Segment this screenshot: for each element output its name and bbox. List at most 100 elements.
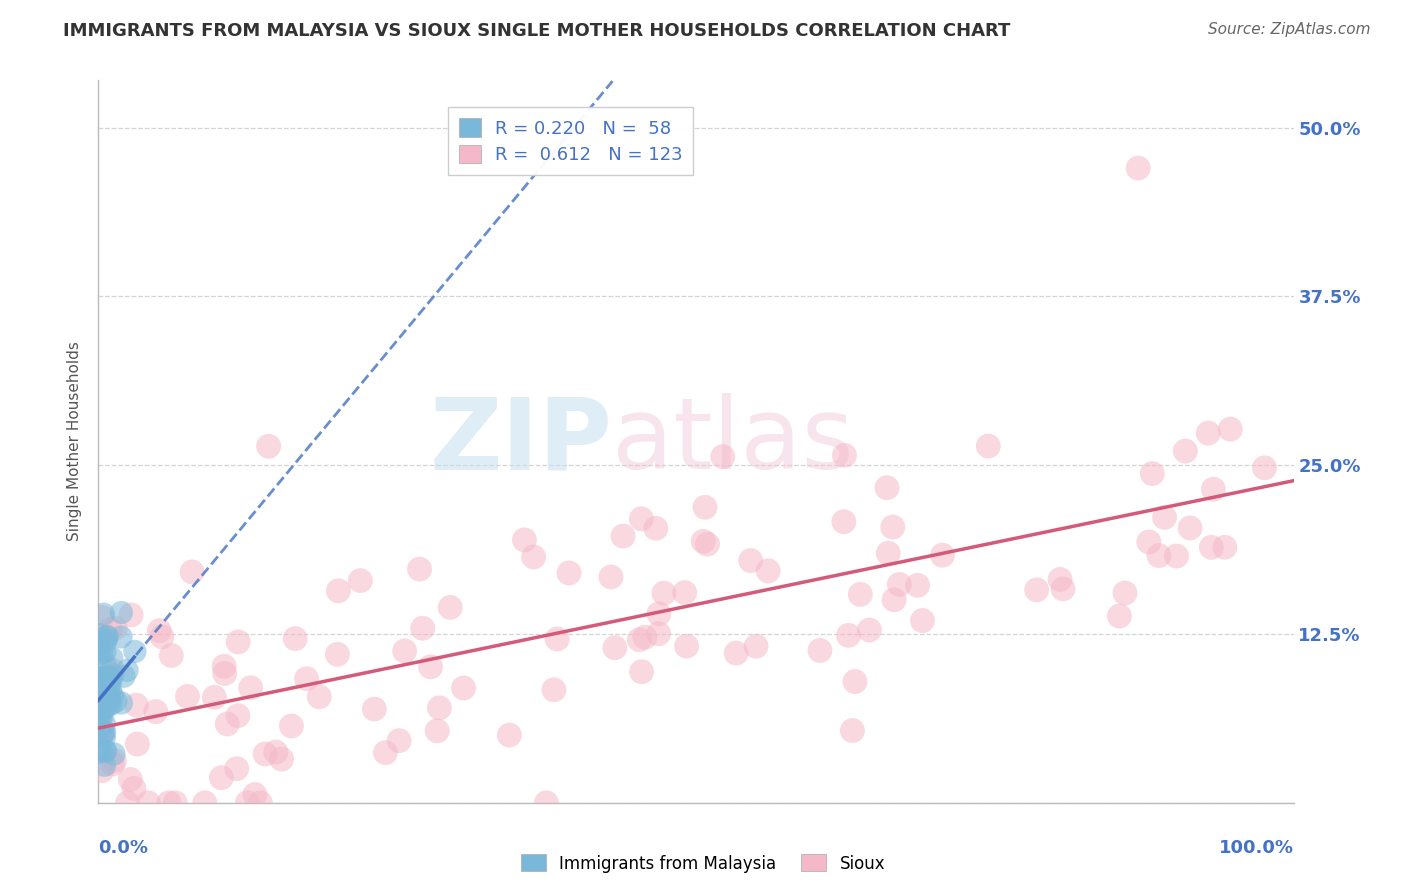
Point — [536, 796, 558, 810]
Point — [1202, 482, 1225, 496]
Point — [882, 520, 904, 534]
Point — [87, 636, 110, 650]
Point — [98, 675, 121, 690]
Point — [90, 671, 112, 685]
Point — [756, 564, 779, 578]
Point — [93, 678, 115, 692]
Point — [100, 682, 122, 697]
Point — [634, 630, 657, 644]
Y-axis label: Single Mother Households: Single Mother Households — [67, 342, 83, 541]
Point — [136, 796, 159, 810]
Point — [214, 666, 236, 681]
Point — [94, 744, 117, 758]
Point — [93, 688, 115, 702]
Point — [145, 705, 167, 719]
Point — [546, 632, 568, 646]
Point — [1142, 467, 1164, 481]
Point — [226, 635, 249, 649]
Text: atlas: atlas — [613, 393, 853, 490]
Point — [673, 585, 696, 599]
Text: ZIP: ZIP — [429, 393, 613, 490]
Point — [832, 515, 855, 529]
Point — [94, 744, 117, 758]
Text: 100.0%: 100.0% — [1219, 838, 1294, 857]
Point — [745, 639, 768, 653]
Point — [652, 586, 675, 600]
Point — [834, 448, 856, 462]
Point — [87, 746, 110, 760]
Point — [93, 758, 115, 772]
Point — [419, 660, 441, 674]
Point — [110, 606, 132, 620]
Point — [98, 690, 121, 705]
Point — [89, 711, 111, 725]
Point — [740, 553, 762, 567]
Point — [858, 623, 880, 637]
Point — [91, 668, 114, 682]
Point — [1108, 609, 1130, 624]
Point — [1197, 426, 1219, 441]
Point — [104, 694, 127, 708]
Point — [120, 772, 142, 787]
Point — [844, 674, 866, 689]
Point — [112, 669, 135, 683]
Point — [648, 607, 671, 621]
Point — [426, 723, 449, 738]
Point — [696, 537, 718, 551]
Point — [1137, 535, 1160, 549]
Point — [647, 626, 669, 640]
Point — [439, 600, 461, 615]
Point — [101, 757, 124, 772]
Point — [1174, 444, 1197, 458]
Point — [93, 674, 115, 689]
Point — [104, 621, 127, 635]
Point — [125, 698, 148, 713]
Point — [889, 577, 911, 591]
Point — [543, 682, 565, 697]
Point — [725, 646, 748, 660]
Point — [280, 719, 302, 733]
Point — [453, 681, 475, 695]
Point — [326, 648, 349, 662]
Point — [91, 764, 114, 778]
Point — [94, 645, 117, 659]
Point — [412, 621, 434, 635]
Point — [89, 628, 111, 642]
Point — [124, 644, 146, 658]
Point — [115, 664, 138, 678]
Point — [93, 671, 115, 685]
Point — [122, 781, 145, 796]
Point — [295, 672, 318, 686]
Point — [93, 731, 115, 746]
Point — [1114, 586, 1136, 600]
Point — [1128, 161, 1150, 175]
Point — [165, 796, 187, 810]
Point — [1166, 549, 1188, 563]
Point — [101, 689, 124, 703]
Point — [87, 723, 110, 737]
Point — [394, 644, 416, 658]
Point — [249, 796, 271, 810]
Point — [94, 657, 117, 671]
Point — [101, 663, 124, 677]
Point — [838, 628, 860, 642]
Point — [328, 583, 350, 598]
Point — [308, 690, 330, 704]
Point — [1201, 541, 1223, 555]
Point — [363, 702, 385, 716]
Point — [103, 747, 125, 761]
Point — [110, 696, 132, 710]
Point — [630, 665, 652, 679]
Point — [1049, 573, 1071, 587]
Point — [148, 624, 170, 638]
Text: 0.0%: 0.0% — [98, 838, 149, 857]
Legend: Immigrants from Malaysia, Sioux: Immigrants from Malaysia, Sioux — [515, 847, 891, 880]
Point — [217, 717, 239, 731]
Point — [98, 697, 121, 711]
Point — [254, 747, 277, 761]
Point — [429, 700, 451, 714]
Text: IMMIGRANTS FROM MALAYSIA VS SIOUX SINGLE MOTHER HOUSEHOLDS CORRELATION CHART: IMMIGRANTS FROM MALAYSIA VS SIOUX SINGLE… — [63, 22, 1011, 40]
Point — [98, 622, 121, 636]
Point — [1153, 510, 1175, 524]
Point — [600, 570, 623, 584]
